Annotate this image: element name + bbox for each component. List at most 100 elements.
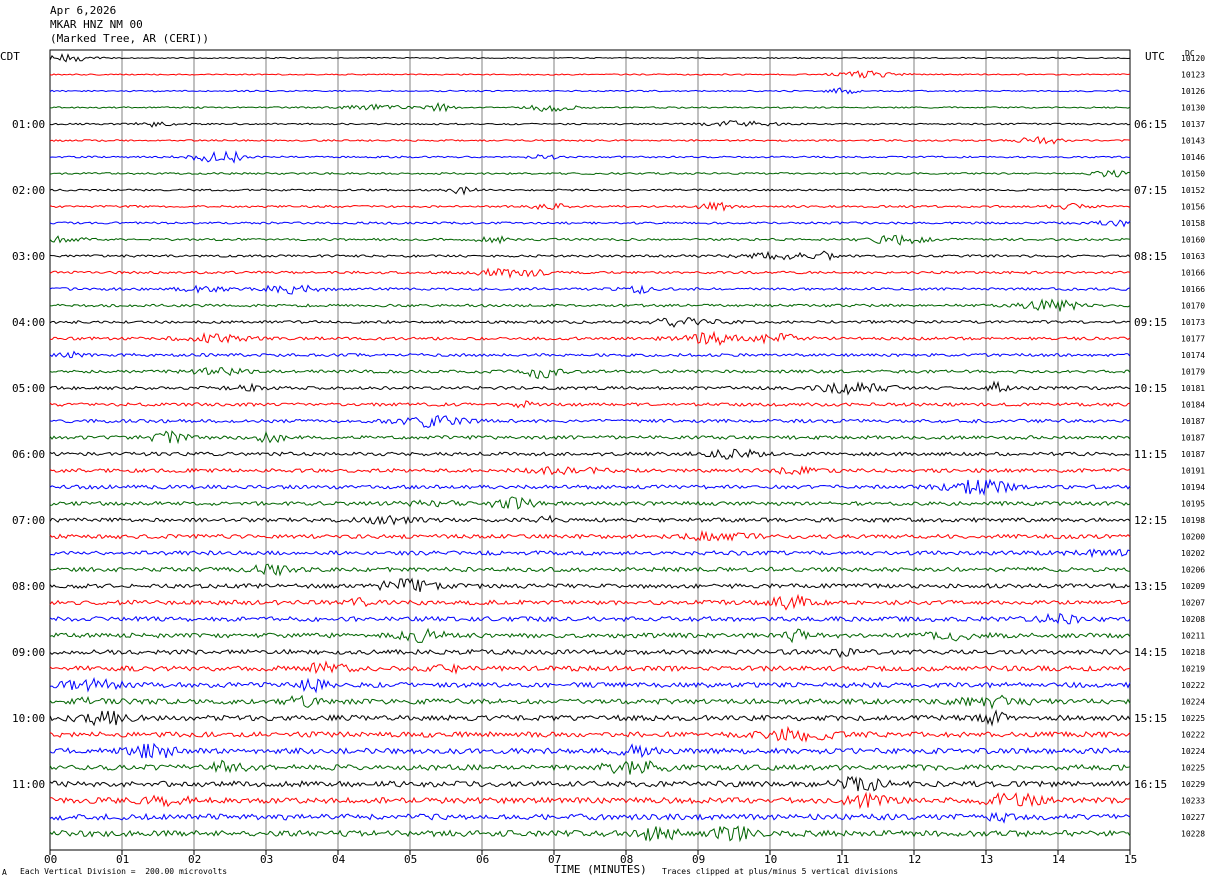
x-tick-label: 00 (44, 853, 57, 866)
dc-offset-label: 10195 (1181, 500, 1205, 509)
dc-header-label: DC (1185, 49, 1195, 58)
dc-offset-label: 10209 (1181, 582, 1205, 591)
trace-line (49, 563, 1131, 577)
x-tick-label: 03 (260, 853, 273, 866)
trace-line (50, 791, 1131, 810)
dc-offset-label: 10146 (1181, 153, 1205, 162)
x-tick-label: 12 (908, 853, 921, 866)
dc-offset-label: 10198 (1181, 516, 1205, 525)
dc-offset-label: 10233 (1181, 797, 1205, 806)
trace-line (49, 548, 1131, 559)
header-station: MKAR HNZ NM 00 (50, 18, 143, 31)
left-hour-label: 07:00 (12, 514, 45, 527)
dc-offset-label: 10143 (1181, 137, 1205, 146)
trace-line (49, 150, 1131, 164)
left-hour-label: 06:00 (12, 448, 45, 461)
trace-line (49, 577, 1131, 592)
plot-frame (49, 49, 1131, 851)
x-tick-label: 09 (692, 853, 705, 866)
dc-offset-label: 10227 (1181, 813, 1205, 822)
left-hour-label: 01:00 (12, 118, 45, 131)
dc-offset-label: 10211 (1181, 632, 1205, 641)
x-tick-label: 02 (188, 853, 201, 866)
x-tick-label: 11 (836, 853, 849, 866)
left-hour-label: 02:00 (12, 184, 45, 197)
trace-line (49, 496, 1131, 510)
right-hour-label: 06:15 (1134, 118, 1167, 131)
trace-line (49, 234, 1131, 246)
header-date: Apr 6,2026 (50, 4, 117, 17)
dc-offset-label: 10181 (1181, 384, 1205, 393)
right-hour-label: 12:15 (1134, 514, 1167, 527)
trace-line (49, 660, 1131, 675)
trace-line (49, 514, 1131, 526)
trace-line (49, 694, 1131, 710)
x-tick-label: 04 (332, 853, 346, 866)
trace-line (49, 169, 1131, 178)
right-hour-label: 14:15 (1134, 646, 1167, 659)
dc-offset-label: 10225 (1181, 714, 1205, 723)
dc-offset-label: 10156 (1181, 203, 1205, 212)
dc-offset-label: 10137 (1181, 120, 1205, 129)
x-tick-label: 14 (1052, 853, 1066, 866)
right-hour-label: 13:15 (1134, 580, 1167, 593)
trace-line (49, 87, 1131, 95)
trace-line (49, 201, 1131, 212)
dc-offset-label: 10229 (1181, 780, 1205, 789)
dc-offset-label: 10170 (1181, 302, 1205, 311)
trace-line (49, 430, 1131, 445)
axis-labels: CDT UTC DC TIME (MINUTES) 00 01 02 03 04 05 06… (0, 49, 1205, 876)
left-hour-label: 09:00 (12, 646, 45, 659)
trace-line (49, 350, 1131, 359)
trace-line (49, 186, 1131, 196)
left-timezone-label: CDT (0, 50, 20, 63)
dc-offset-label: 10224 (1181, 698, 1205, 707)
trace-line (49, 120, 1131, 128)
dc-offset-label: 10187 (1181, 434, 1205, 443)
trace-line (49, 709, 1131, 727)
trace-line (49, 53, 1131, 63)
x-tick-label: 13 (980, 853, 993, 866)
trace-line (49, 825, 1131, 843)
dc-offset-label: 10187 (1181, 417, 1205, 426)
left-hour-label: 03:00 (12, 250, 45, 263)
corner-mark: A (2, 868, 7, 877)
trace-line (49, 267, 1131, 279)
dc-offset-label: 10163 (1181, 252, 1205, 261)
trace-line (49, 250, 1131, 262)
dc-offset-label: 10160 (1181, 236, 1205, 245)
trace-line (49, 400, 1131, 409)
trace-line (49, 759, 1131, 775)
trace-line (49, 219, 1131, 228)
dc-offset-label: 10152 (1181, 186, 1205, 195)
right-timezone-label: UTC (1145, 50, 1165, 63)
time-grid (49, 49, 1131, 855)
trace-line (49, 448, 1131, 460)
trace-line (49, 478, 1131, 496)
trace-line (49, 70, 1131, 79)
trace-line (49, 647, 1131, 659)
trace-line (49, 380, 1131, 396)
x-tick-label: 08 (620, 853, 633, 866)
trace-line (49, 298, 1131, 312)
dc-offset-label: 10219 (1181, 665, 1205, 674)
dc-offset-label: 10225 (1181, 764, 1205, 773)
dc-offset-label: 10222 (1181, 681, 1205, 690)
x-tick-label: 10 (764, 853, 777, 866)
dc-offset-label: 10166 (1181, 269, 1205, 278)
left-hour-label: 10:00 (12, 712, 45, 725)
dc-offset-label: 10200 (1181, 533, 1205, 542)
trace-line (49, 627, 1131, 644)
clip-note: Traces clipped at plus/minus 5 vertical … (662, 867, 899, 876)
trace-line (49, 742, 1131, 759)
trace-line (49, 414, 1131, 428)
right-hour-label: 08:15 (1134, 250, 1167, 263)
dc-offset-label: 10224 (1181, 747, 1205, 756)
trace-line (50, 101, 1131, 113)
trace-line (49, 330, 1131, 347)
trace-line (49, 465, 1131, 476)
x-tick-label: 06 (476, 853, 489, 866)
right-hour-label: 11:15 (1134, 448, 1167, 461)
dc-offset-label: 10206 (1181, 566, 1205, 575)
right-hour-label: 16:15 (1134, 778, 1167, 791)
